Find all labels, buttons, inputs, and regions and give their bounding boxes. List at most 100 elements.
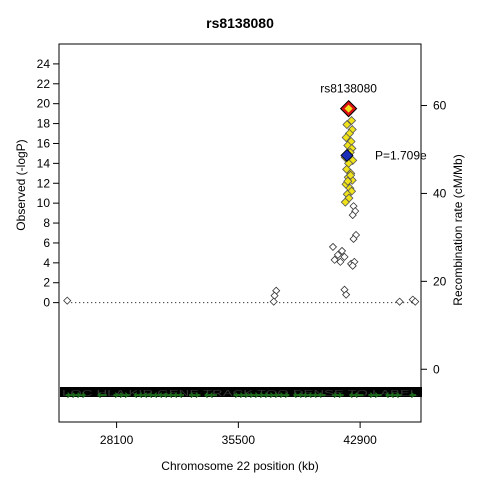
gene-strand-arrow	[411, 392, 415, 399]
gene-strand-arrow	[269, 392, 274, 399]
snp-point-low-ld	[269, 297, 278, 306]
y2-axis: 0 20 40 60	[421, 99, 447, 376]
snp-point-high-ld	[341, 132, 351, 143]
y-tick-label: 8	[43, 216, 50, 230]
y-tick-label: 20	[37, 97, 51, 111]
y-tick-label: 10	[37, 196, 51, 210]
y-tick-label: 22	[37, 77, 51, 91]
gene-strand-arrow	[353, 392, 358, 399]
gene-strand-arrow	[338, 392, 343, 399]
gene-strand-arrow	[395, 392, 399, 399]
y-tick-label: 4	[43, 256, 50, 270]
x-axis-title: Chromosome 22 position (kb)	[161, 459, 318, 473]
gene-strand-arrow	[97, 392, 101, 399]
x-tick-label: 42900	[343, 433, 377, 447]
gene-strand-arrow	[190, 392, 195, 399]
gene-strand-arrow	[67, 392, 71, 399]
y-tick-label: 2	[43, 276, 50, 290]
snp-point-low-ld	[342, 290, 351, 299]
x-tick-label: 35500	[222, 433, 256, 447]
y-tick-label: 16	[37, 136, 51, 150]
chart-title: rs8138080	[206, 15, 274, 31]
y-tick-label: 24	[37, 57, 51, 71]
gene-strand-arrow	[124, 392, 129, 399]
gene-strand-arrow	[374, 392, 379, 399]
snp-point-low-ld	[336, 257, 345, 266]
gene-strand-arrow	[82, 392, 86, 399]
gene-strand-arrow	[297, 392, 302, 399]
plot-frame	[58, 43, 422, 423]
snp-point-low-ld	[411, 297, 420, 306]
p-value-label: P=1.709e	[375, 148, 427, 162]
gene-strand-arrow	[114, 392, 119, 399]
annotated-snp-point	[340, 148, 354, 162]
gene-strand-arrow	[292, 392, 297, 399]
snp-point-low-ld	[337, 246, 347, 255]
y-tick-label: 12	[37, 176, 51, 190]
x-axis: 28100 35500 42900	[100, 422, 377, 447]
gene-strand-arrow	[153, 392, 158, 399]
snp-point-low-ld	[348, 211, 357, 220]
gene-strand-arrow	[173, 392, 178, 399]
gene-strand-arrow	[163, 392, 168, 399]
y2-tick-label: 20	[433, 274, 447, 288]
gene-strand-arrow	[119, 392, 124, 399]
snp-point-low-ld	[333, 250, 342, 259]
y2-tick-label: 40	[433, 186, 447, 200]
gene-strand-arrow	[254, 392, 259, 399]
snp-points	[63, 99, 420, 306]
gene-strand-arrow	[239, 392, 244, 399]
snp-point-low-ld	[348, 261, 357, 270]
snp-point-low-ld	[328, 242, 338, 251]
gene-strand-arrow	[133, 392, 138, 399]
snp-point-high-ld	[340, 197, 350, 207]
snp-point-low-ld	[330, 255, 339, 264]
gene-strand-arrow	[244, 392, 249, 399]
gene-strand-arrow	[307, 392, 312, 399]
y-tick-label: 0	[43, 296, 50, 310]
snp-point-high-ld	[346, 116, 357, 126]
y2-tick-label: 0	[433, 362, 440, 376]
gene-strand-arrow	[348, 392, 353, 399]
y2-tick-label: 60	[433, 99, 447, 113]
gene-strand-arrow	[234, 392, 239, 399]
gene-strand-arrow	[312, 392, 317, 399]
gene-strand-arrow	[302, 392, 307, 399]
gene-strand-arrow	[178, 392, 183, 399]
gene-strand-arrow	[249, 392, 254, 399]
gene-strand-arrow	[259, 392, 264, 399]
y2-axis-title: Recombination rate (cM/Mb)	[451, 154, 465, 305]
gene-strand-arrow	[195, 392, 200, 399]
y-tick-label: 6	[43, 236, 50, 250]
snp-point-low-ld	[349, 234, 358, 244]
gene-track	[65, 392, 417, 399]
gene-strand-arrow	[264, 392, 269, 399]
snp-point-low-ld	[340, 252, 349, 261]
gene-strand-arrow	[168, 392, 173, 399]
gene-strand-arrow	[317, 392, 322, 399]
gene-strand-arrow	[143, 392, 148, 399]
gene-strand-arrow	[284, 392, 289, 399]
gene-strand-arrow	[138, 392, 143, 399]
index-snp-inner	[344, 104, 353, 113]
x-tick-label: 28100	[100, 433, 134, 447]
gene-strand-arrow	[209, 392, 213, 399]
snp-point-low-ld	[395, 297, 404, 306]
gene-strand-arrow	[274, 392, 279, 399]
gene-strand-arrow	[333, 392, 338, 399]
snp-point-low-ld	[63, 296, 72, 305]
snp-point-high-ld	[343, 176, 353, 186]
gene-strand-arrow	[77, 392, 81, 399]
gene-strand-arrow	[369, 392, 374, 399]
y-tick-label: 14	[37, 156, 51, 170]
gene-strand-arrow	[148, 392, 153, 399]
gene-strand-arrow	[72, 392, 76, 399]
index-snp-label: rs8138080	[320, 82, 377, 96]
gene-strand-arrow	[158, 392, 163, 399]
gene-strand-arrow	[385, 392, 389, 399]
gene-strand-arrow	[390, 392, 394, 399]
y-axis-title: Observed (-logP)	[14, 139, 28, 230]
gene-strand-arrow	[279, 392, 284, 399]
